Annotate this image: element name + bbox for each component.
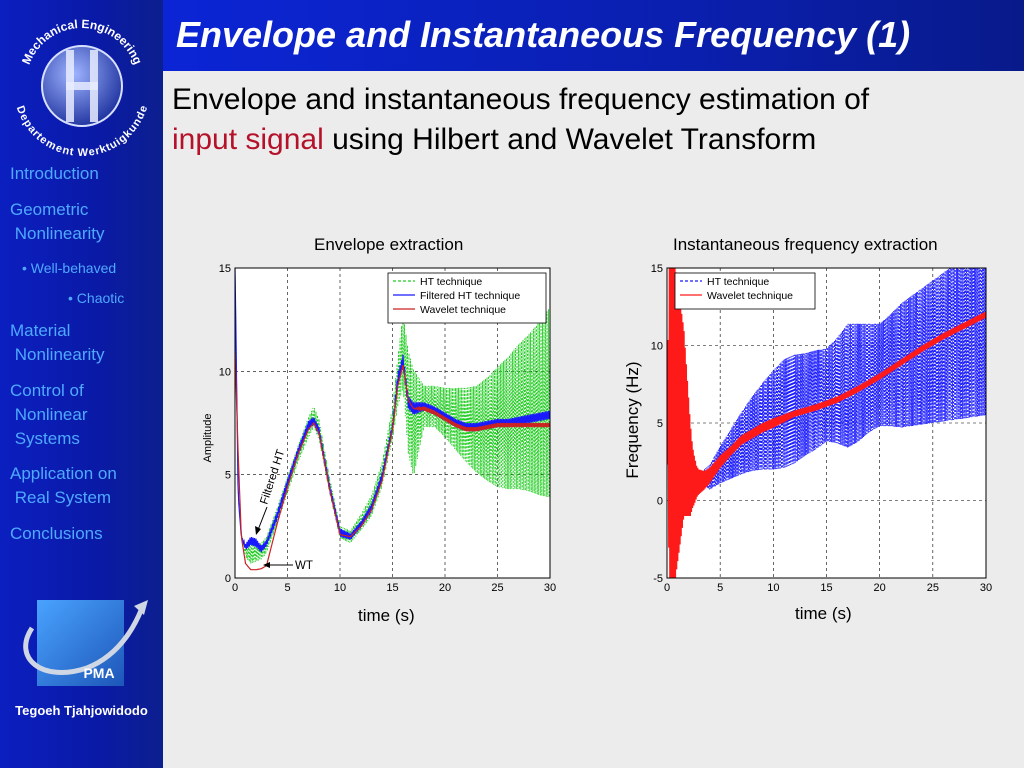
annotation-arrow <box>257 506 268 531</box>
annotation-arrowhead <box>255 526 261 535</box>
annotation-wt: WT <box>295 560 313 572</box>
series-filtered-ht-technique <box>235 268 550 553</box>
subtitle-line1: Envelope and instantaneous frequency est… <box>172 83 870 116</box>
y-tick-label: 0 <box>657 496 663 508</box>
legend-label: Wavelet technique <box>420 304 506 316</box>
x-tick-label: 5 <box>284 582 290 594</box>
author-name: Tegoeh Tjahjowidodo <box>15 703 148 718</box>
x-tick-label: 30 <box>980 582 992 594</box>
chart2-ylabel: Frequency (Hz) <box>623 361 642 478</box>
slide-title: Envelope and Instantaneous Frequency (1) <box>176 14 911 55</box>
x-tick-label: 15 <box>386 582 398 594</box>
envelope-chart: 0 5 10 15 20 25 30 0 5 10 15 HT technique Filtered H… <box>202 263 556 594</box>
nav-material-nonlinearity[interactable]: Material Nonlinearity <box>10 321 105 364</box>
y-tick-label: 5 <box>657 418 663 430</box>
nav-application-real-system[interactable]: Application on Real System <box>10 464 117 507</box>
legend-label: Filtered HT technique <box>420 290 520 302</box>
x-tick-label: 5 <box>717 582 723 594</box>
legend-label: Wavelet technique <box>707 290 793 302</box>
chart2-title: Instantaneous frequency extraction <box>673 235 938 254</box>
x-tick-label: 20 <box>439 582 451 594</box>
pma-logo: PMA <box>23 600 148 686</box>
x-tick-label: 10 <box>767 582 779 594</box>
series-wavelet-technique <box>667 268 986 578</box>
y-tick-label: 15 <box>219 263 231 275</box>
plot-frame <box>666 267 987 579</box>
y-tick-label: 0 <box>225 573 231 585</box>
subtitle-rest: using Hilbert and Wavelet Transform <box>332 123 817 156</box>
x-tick-label: 10 <box>334 582 346 594</box>
chart2-xlabel: time (s) <box>795 604 852 623</box>
x-tick-label: 0 <box>232 582 238 594</box>
nav-well-behaved[interactable]: • Well-behaved <box>22 260 117 276</box>
legend-label: HT technique <box>707 276 769 288</box>
x-tick-label: 15 <box>820 582 832 594</box>
series-ht-technique <box>667 268 986 490</box>
y-tick-label: 10 <box>219 366 231 378</box>
nav-introduction[interactable]: Introduction <box>10 164 99 183</box>
plot-frame <box>234 267 551 579</box>
nav-control-nonlinear-systems[interactable]: Control of Nonlinear Systems <box>10 381 88 448</box>
nav-conclusions[interactable]: Conclusions <box>10 524 103 543</box>
y-tick-label: -5 <box>653 573 663 585</box>
mechanical-engineering-logo: Mechanical Engineering Departement Werkt… <box>14 17 150 156</box>
y-tick-label: 15 <box>651 263 663 275</box>
chart1-xlabel: time (s) <box>358 606 415 625</box>
x-tick-label: 25 <box>491 582 503 594</box>
subtitle-highlight: input signal <box>172 123 324 156</box>
chart-legend: HT technique Wavelet technique <box>674 272 816 310</box>
chart1-ylabel: Amplitude <box>202 414 214 463</box>
x-tick-label: 30 <box>544 582 556 594</box>
title-bar <box>163 0 1024 71</box>
legend-label: HT technique <box>420 276 482 288</box>
nav-geometric-nonlinearity[interactable]: Geometric Nonlinearity <box>10 200 105 243</box>
chart-legend: HT technique Filtered HT technique Wavelet… <box>387 272 547 324</box>
series-ht-technique <box>235 268 550 564</box>
chart1-title: Envelope extraction <box>314 235 464 254</box>
nav-chaotic[interactable]: • Chaotic <box>68 290 125 306</box>
pma-label: PMA <box>83 665 114 681</box>
x-tick-label: 20 <box>874 582 886 594</box>
annotation-arrowhead <box>263 562 270 568</box>
y-tick-label: 5 <box>225 470 231 482</box>
x-tick-label: 25 <box>927 582 939 594</box>
x-tick-label: 0 <box>664 582 670 594</box>
slide-subtitle: Envelope and instantaneous frequency est… <box>172 80 1002 160</box>
series-wavelet-technique <box>235 350 550 571</box>
y-tick-label: 10 <box>651 341 663 353</box>
